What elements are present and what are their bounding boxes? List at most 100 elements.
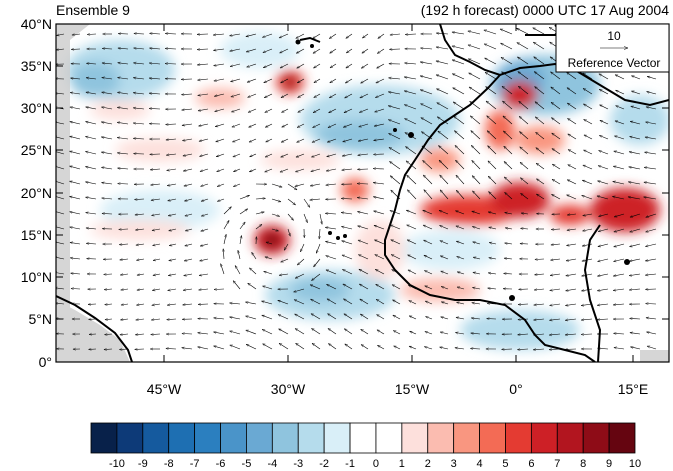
wind-vector xyxy=(133,78,145,79)
wind-vector xyxy=(313,63,321,68)
wind-vector xyxy=(377,48,385,54)
wind-vector xyxy=(329,33,337,39)
wind-vector xyxy=(294,288,305,292)
wind-vector xyxy=(377,329,385,335)
wind-vector xyxy=(473,272,481,274)
wind-vector xyxy=(436,88,449,95)
wind-vector xyxy=(345,78,353,84)
wind-vector xyxy=(85,167,97,170)
colorbar-label: 10 xyxy=(629,458,641,470)
wind-vector xyxy=(613,288,625,291)
wind-vector xyxy=(249,138,257,143)
wind-vector xyxy=(457,287,465,290)
wind-vector xyxy=(455,210,465,215)
wind-vector xyxy=(390,34,401,35)
wind-vector xyxy=(230,331,241,335)
wind-vector xyxy=(407,224,417,230)
wind-vector xyxy=(199,138,209,141)
wind-vector xyxy=(167,169,177,171)
wind-vector xyxy=(488,146,497,155)
wind-vector xyxy=(452,46,465,50)
lat-label: 10°N xyxy=(21,269,52,285)
wind-vector xyxy=(341,212,353,215)
wind-vector xyxy=(230,63,241,67)
wind-vector xyxy=(117,122,129,125)
wind-vector xyxy=(533,27,545,35)
wind-vector xyxy=(404,91,417,95)
wind-vector xyxy=(328,123,337,128)
colorbar-swatch xyxy=(375,422,403,454)
wind-vector xyxy=(487,116,497,125)
wind-vector xyxy=(264,93,273,98)
wind-vector xyxy=(488,288,497,289)
wind-vector xyxy=(454,131,465,140)
wind-vector xyxy=(409,345,417,350)
wind-vector xyxy=(316,243,321,253)
wind-vector xyxy=(487,131,497,140)
wind-vector xyxy=(265,257,273,260)
wind-vector xyxy=(440,240,449,245)
wind-vector xyxy=(584,119,593,125)
wind-vector xyxy=(423,209,433,215)
colorbar-label: -8 xyxy=(164,458,174,470)
wind-vector xyxy=(389,161,401,170)
wind-vector xyxy=(85,122,97,125)
wind-vector xyxy=(534,289,545,290)
wind-vector xyxy=(85,182,97,185)
wind-vector xyxy=(281,108,289,113)
wind-vector xyxy=(394,345,401,350)
wind-vector xyxy=(565,334,577,335)
wind-vector xyxy=(374,123,385,126)
plot-title-right: (192 h forecast) 0000 UTC 17 Aug 2004 xyxy=(420,2,669,18)
wind-vector xyxy=(517,57,529,65)
wind-vector xyxy=(455,348,465,349)
wind-vector xyxy=(70,242,81,245)
wind-vector xyxy=(319,228,320,239)
wind-vector xyxy=(233,281,241,290)
wind-vector xyxy=(249,123,257,128)
wind-vector xyxy=(101,137,113,140)
wind-vector xyxy=(567,72,577,80)
wind-vector xyxy=(252,252,257,260)
wind-vector xyxy=(645,122,657,125)
wind-vector xyxy=(56,122,65,125)
wind-vector xyxy=(468,31,481,35)
wind-vector xyxy=(265,123,273,128)
wind-vector xyxy=(262,314,273,320)
wind-vector xyxy=(581,319,593,320)
colorbar-swatch xyxy=(116,422,144,454)
wind-vector xyxy=(217,183,225,187)
wind-vector xyxy=(360,298,369,305)
wind-vector xyxy=(420,62,433,65)
wind-vector xyxy=(72,34,81,35)
wind-vector xyxy=(519,132,529,140)
wind-vector xyxy=(314,93,321,98)
wind-vector xyxy=(423,239,433,245)
wind-vector xyxy=(583,149,593,155)
wind-vector xyxy=(198,347,209,350)
map-plot-area xyxy=(56,24,669,362)
wind-vector xyxy=(185,243,193,246)
wind-vector xyxy=(518,72,529,80)
wind-vector xyxy=(264,78,273,83)
wind-vector xyxy=(471,333,481,334)
wind-vector xyxy=(567,214,577,215)
wind-vector xyxy=(376,299,385,305)
wind-vector xyxy=(438,131,449,140)
wind-vector xyxy=(117,153,129,154)
wind-vector xyxy=(473,242,481,245)
wind-vector xyxy=(583,164,593,170)
wind-vector xyxy=(120,334,129,335)
wind-vector xyxy=(216,153,225,157)
wind-vector xyxy=(489,227,497,230)
wind-vector xyxy=(534,274,545,275)
wind-vector xyxy=(279,343,289,350)
wind-vector xyxy=(263,48,273,53)
wind-vector xyxy=(69,151,81,155)
wind-vector xyxy=(281,258,289,263)
wind-vector xyxy=(199,153,209,156)
wind-vector xyxy=(613,333,625,334)
wind-vector xyxy=(361,63,369,68)
wind-vector xyxy=(550,72,561,80)
wind-vector xyxy=(287,183,297,190)
